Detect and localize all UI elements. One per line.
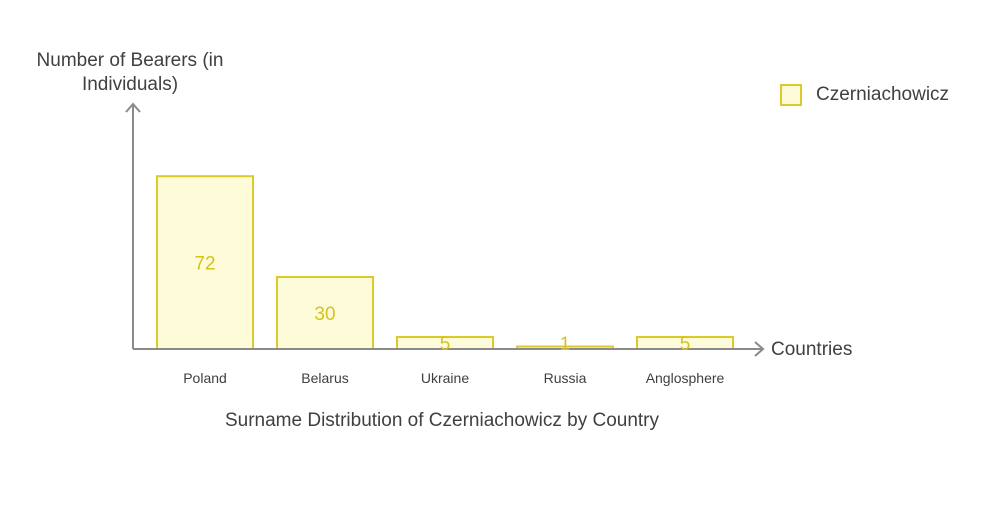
legend-swatch-czerniachowicz [780, 84, 802, 106]
category-label-belarus: Belarus [301, 370, 349, 386]
legend: Czerniachowicz [780, 84, 949, 106]
category-label-poland: Poland [183, 370, 227, 386]
x-axis-arrow-icon [754, 341, 765, 357]
y-axis-arrow-icon [125, 102, 141, 113]
bar-poland [156, 175, 254, 350]
category-label-russia: Russia [543, 370, 587, 386]
bars-group [156, 175, 734, 350]
value-label-belarus: 30 [314, 304, 335, 325]
value-label-anglosphere: 5 [680, 334, 691, 355]
legend-label: Czerniachowicz [816, 84, 950, 105]
category-label-anglosphere: Anglosphere [645, 370, 725, 386]
value-label-poland: 72 [194, 254, 215, 275]
y-axis-label: Number of Bearers (in Individuals) [36, 50, 224, 95]
value-label-ukraine: 5 [440, 334, 451, 355]
chart-title: Surname Distribution of Czerniachowicz b… [224, 410, 659, 431]
value-labels-group: 72 30 5 1 5 [194, 254, 690, 355]
x-axis-label: Countries [771, 339, 853, 360]
category-label-ukraine: Ukraine [420, 370, 470, 386]
value-label-russia: 1 [560, 334, 571, 355]
